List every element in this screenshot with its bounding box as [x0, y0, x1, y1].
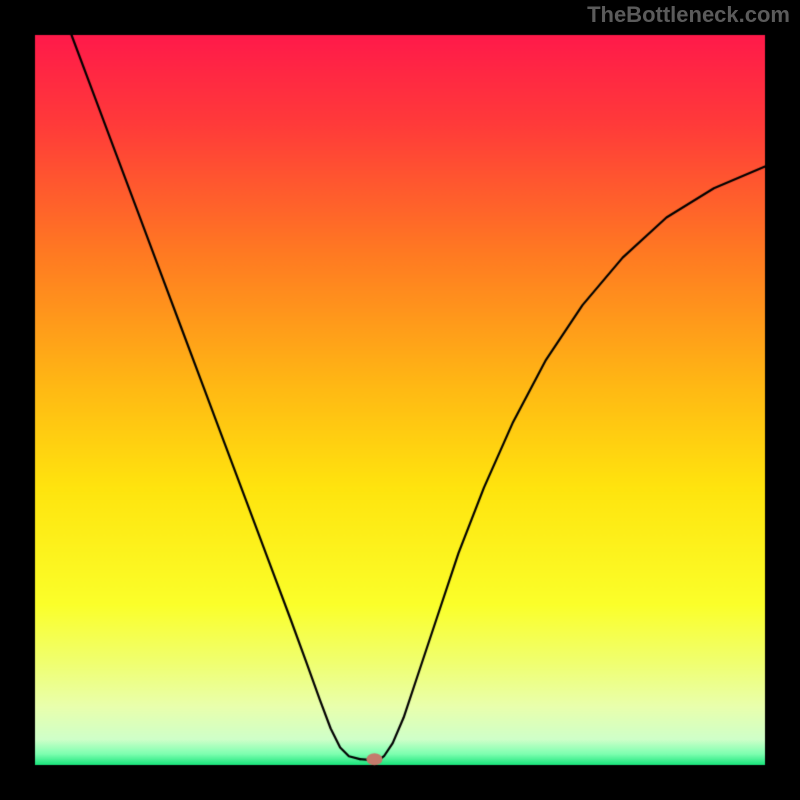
chart-container: TheBottleneck.com — [0, 0, 800, 800]
bottleneck-chart-canvas — [0, 0, 800, 800]
watermark-label: TheBottleneck.com — [587, 2, 790, 28]
